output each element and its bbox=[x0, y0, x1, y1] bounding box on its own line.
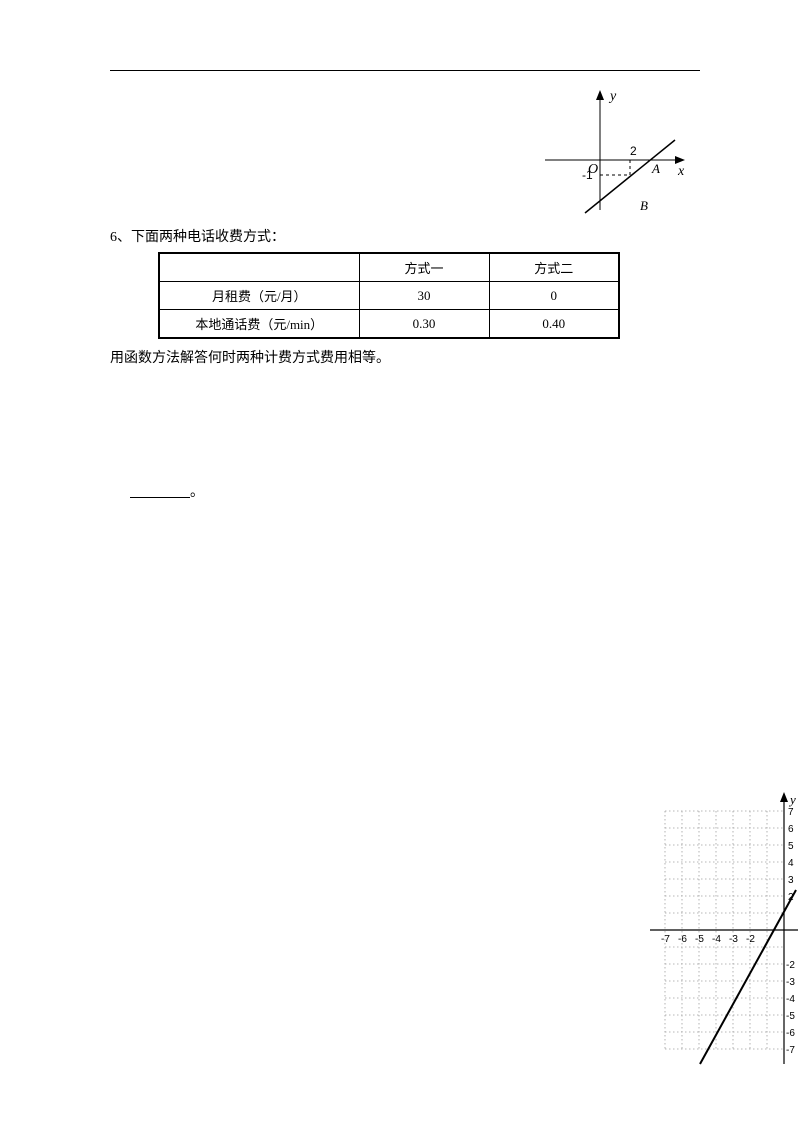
svg-text:-7: -7 bbox=[786, 1045, 795, 1056]
table-header-blank bbox=[159, 253, 359, 282]
cell-permin-plan2: 0.40 bbox=[489, 310, 619, 339]
svg-text:-2: -2 bbox=[746, 934, 755, 945]
svg-text:4: 4 bbox=[788, 858, 794, 869]
svg-text:-3: -3 bbox=[729, 934, 738, 945]
table-header-plan2: 方式二 bbox=[489, 253, 619, 282]
svg-text:-1: -1 bbox=[582, 168, 593, 182]
row-label-permin: 本地通话费（元/min） bbox=[159, 310, 359, 339]
table-row: 月租费（元/月） 30 0 bbox=[159, 282, 619, 310]
svg-text:7: 7 bbox=[788, 807, 794, 818]
row-label-monthly: 月租费（元/月） bbox=[159, 282, 359, 310]
svg-text:y: y bbox=[788, 792, 796, 807]
svg-text:-3: -3 bbox=[786, 977, 795, 988]
table-header-plan1: 方式一 bbox=[359, 253, 489, 282]
svg-text:-5: -5 bbox=[695, 934, 704, 945]
svg-text:-2: -2 bbox=[786, 960, 795, 971]
svg-text:2: 2 bbox=[788, 892, 794, 903]
pricing-table: 方式一 方式二 月租费（元/月） 30 0 本地通话费（元/min） 0.30 … bbox=[158, 252, 620, 339]
svg-text:2: 2 bbox=[630, 144, 637, 158]
table-header-row: 方式一 方式二 bbox=[159, 253, 619, 282]
cell-monthly-plan1: 30 bbox=[359, 282, 489, 310]
svg-text:3: 3 bbox=[788, 875, 794, 886]
svg-text:-4: -4 bbox=[712, 934, 721, 945]
diagram-2: y -7 -6 -5 -4 -3 -2 7 6 5 4 3 2 -2 -3 -4 -5 -6 -7 bbox=[570, 790, 800, 1070]
svg-text:A: A bbox=[651, 161, 660, 176]
cell-monthly-plan2: 0 bbox=[489, 282, 619, 310]
svg-text:B: B bbox=[640, 198, 648, 213]
svg-text:-6: -6 bbox=[786, 1028, 795, 1039]
table-row: 本地通话费（元/min） 0.30 0.40 bbox=[159, 310, 619, 339]
svg-text:-5: -5 bbox=[786, 1011, 795, 1022]
question-6-instruction: 用函数方法解答何时两种计费方式费用相等。 bbox=[110, 347, 700, 367]
svg-text:-6: -6 bbox=[678, 934, 687, 945]
svg-text:-7: -7 bbox=[661, 934, 670, 945]
diagram-1: y x O 2 A -1 B bbox=[530, 85, 690, 215]
question-6-prompt: 6、下面两种电话收费方式： bbox=[110, 226, 700, 246]
cell-permin-plan1: 0.30 bbox=[359, 310, 489, 339]
svg-text:6: 6 bbox=[788, 824, 794, 835]
svg-text:5: 5 bbox=[788, 841, 794, 852]
svg-text:-4: -4 bbox=[786, 994, 795, 1005]
svg-text:y: y bbox=[608, 89, 617, 104]
blank-underline bbox=[130, 497, 190, 498]
top-rule bbox=[110, 70, 700, 71]
svg-text:x: x bbox=[677, 164, 685, 179]
